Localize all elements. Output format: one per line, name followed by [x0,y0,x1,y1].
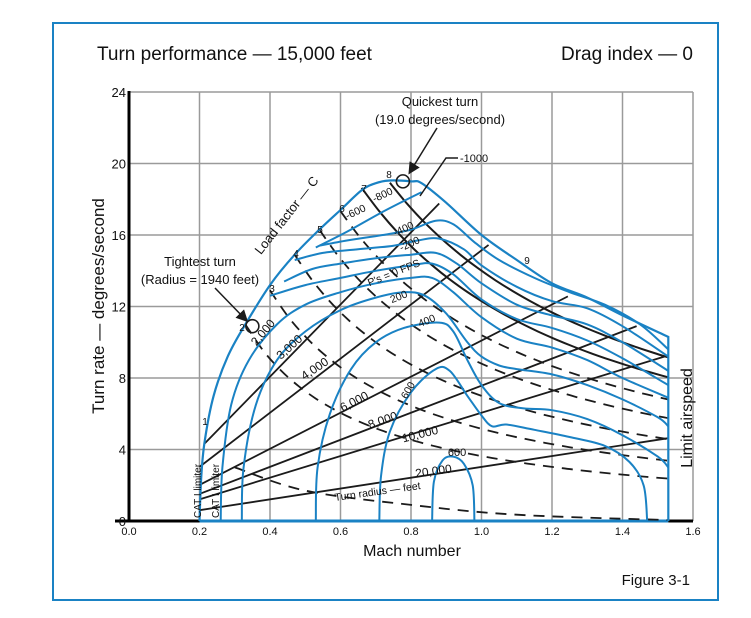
curves [198,179,671,522]
y-tick-label: 0 [119,514,126,529]
x-tick-label: 0.0 [121,526,136,538]
y-tick-label: 12 [112,300,126,315]
load-factor-label: 4 [293,249,299,260]
chart-title: Turn performance — 15,000 feet [97,44,373,65]
ps-contour-label: -800 [371,185,395,205]
load-factor-label: 3 [269,284,275,295]
y-tick-label: 16 [112,228,126,243]
x-tick-label: 1.0 [474,526,489,538]
quickest-turn-value: (19.0 degrees/second) [375,112,505,127]
tightest-turn-label: Tightest turn [164,254,236,269]
ps-contour [315,191,423,249]
ps-contour [283,251,669,372]
load-factor-label: 2 [239,323,245,334]
figure-frame [52,22,719,601]
x-tick-label: 0.6 [333,526,348,538]
ps-contour-label: 600 [448,447,466,459]
load-factor-line-5 [318,229,669,420]
x-tick-label: 0.2 [192,526,207,538]
x-axis-label: Mach number [363,543,461,560]
load-factor-label: 1 [202,417,208,428]
y-tick-label: 8 [119,371,126,386]
ps-contour-label: -600 [344,202,368,222]
y-tick-label: 4 [119,443,126,458]
load-factor-line-1 [234,466,669,521]
cat-limiter-label: CAT I limiter [211,463,222,518]
ps-contour-label: 600 [399,380,418,401]
turn-radius-label: 20,000 [414,462,453,481]
turn-radius-label: 8,000 [366,409,399,432]
load-factor-line-7 [360,187,669,379]
load-factor-title: Load factor — C [251,173,321,257]
tightest-turn-arrow [214,287,249,323]
limit-airspeed-label: Limit airspeed [679,368,696,468]
figure-label: Figure 3-1 [622,572,690,589]
ps-contour [240,291,670,522]
y-tick-label: 24 [112,85,126,100]
turn-radius-line [199,325,637,495]
x-tick-label: 1.6 [685,526,700,538]
x-tick-label: 1.4 [615,526,630,538]
ps-contour [314,321,670,522]
turn-radius-line [199,437,669,512]
ps-contour-label: P's = 0 FPS [366,257,422,289]
y-tick-label: 20 [112,157,126,172]
chart-subtitle: Drag index — 0 [561,44,693,65]
tightest-turn-value: (Radius = 1940 feet) [141,272,259,287]
ps-contour [219,275,669,522]
load-factor-line-3 [269,289,669,462]
x-tick-label: 0.4 [262,526,277,538]
quickest-turn-arrow [408,127,438,175]
x-tick-label: 1.2 [544,526,559,538]
turn-radius-line [199,295,569,486]
y-axis-label: Turn rate — degrees/second [89,198,108,414]
ps-contour [269,262,669,386]
quickest-turn-label: Quickest turn [402,94,479,109]
quickest-turn-marker [395,174,411,189]
cat-limiter-label: CAT I limiter [193,463,204,518]
load-factor-label: 8 [386,170,392,181]
leader-line [419,157,458,197]
tightest-turn-marker [245,318,260,334]
ps-contour-label: 400 [417,312,438,330]
ps-contour-label: 200 [389,288,410,306]
x-tick-label: 0.8 [403,526,418,538]
ps-contour [378,365,649,522]
grid [115,91,694,523]
load-factor-line-2 [244,323,671,480]
ps-contour [319,219,669,351]
maneuver-envelope [198,179,670,522]
turn-radius-line [199,354,669,501]
turn-radius-label: 6,000 [338,388,371,414]
load-factor-label: 6 [339,204,345,215]
ps-contour-label: -1000 [460,153,488,165]
load-factor-label: 9 [524,256,530,267]
load-factor-label: 5 [317,225,323,236]
load-factor-line-4 [293,254,669,441]
ps-contour [294,237,669,358]
load-factor-line-6 [339,210,669,401]
ps-contour [431,455,476,522]
load-factor-label: 7 [361,184,367,195]
load-factor-line-8 [389,182,669,359]
